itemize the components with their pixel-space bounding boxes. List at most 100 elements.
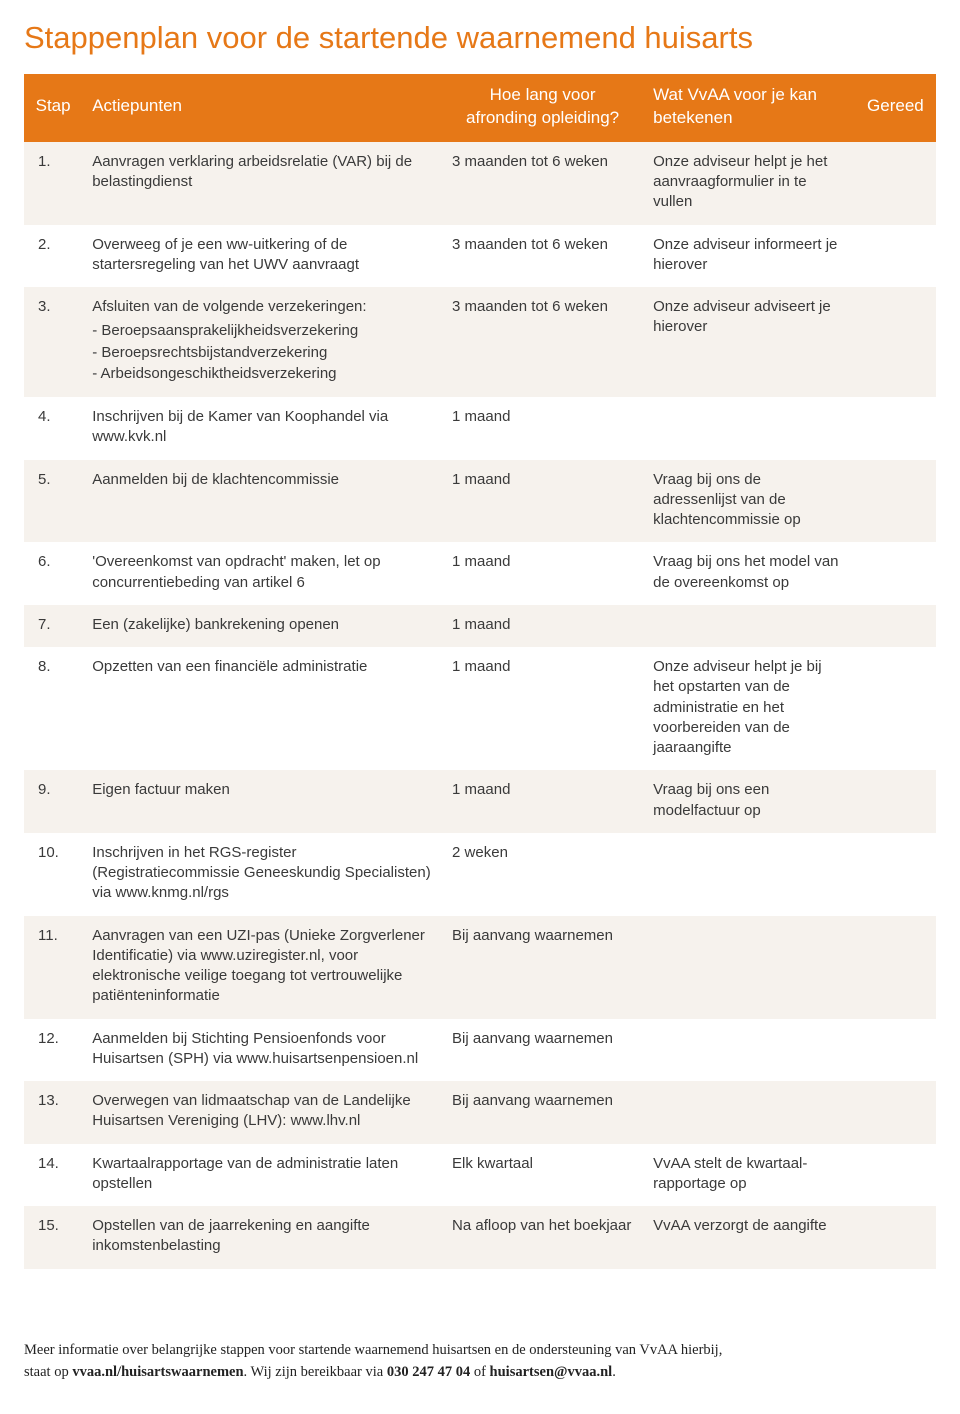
- col-vvaa: Wat VvAA voor je kan betekenen: [643, 74, 855, 142]
- cell-actie: Eigen factuur maken: [82, 770, 442, 833]
- cell-timing: Bij aanvang waarnemen: [442, 916, 643, 1019]
- cell-actie: Aanmelden bij de klachtencommissie: [82, 460, 442, 543]
- cell-vvaa: Onze adviseur helpt je bij het opstarten…: [643, 647, 855, 770]
- cell-actie: Aanvragen verklaring arbeidsrelatie (VAR…: [82, 142, 442, 225]
- cell-gereed: [855, 770, 936, 833]
- cell-stap: 11.: [24, 916, 82, 1019]
- cell-timing: Bij aanvang waarnemen: [442, 1019, 643, 1082]
- table-row: 14.Kwartaalrapportage van de administrat…: [24, 1144, 936, 1207]
- cell-gereed: [855, 647, 936, 770]
- cell-vvaa: Vraag bij ons het model van de overeenko…: [643, 542, 855, 605]
- footer-line2e: of: [470, 1364, 489, 1380]
- cell-timing: 1 maand: [442, 542, 643, 605]
- cell-actie: Aanvragen van een UZI-pas (Unieke Zorgve…: [82, 916, 442, 1019]
- cell-actie: Aanmelden bij Stichting Pensioenfonds vo…: [82, 1019, 442, 1082]
- cell-actie: Opstellen van de jaarrekening en aangift…: [82, 1206, 442, 1269]
- footer-line2a: staat op: [24, 1364, 72, 1380]
- table-row: 13.Overwegen van lidmaatschap van de Lan…: [24, 1081, 936, 1144]
- footer-phone: 030 247 47 04: [387, 1364, 470, 1380]
- cell-gereed: [855, 225, 936, 288]
- cell-gereed: [855, 605, 936, 647]
- cell-timing: 3 maanden tot 6 weken: [442, 142, 643, 225]
- cell-vvaa: [643, 833, 855, 916]
- cell-actie: Een (zakelijke) bankrekening openen: [82, 605, 442, 647]
- footer-email: huisartsen@vvaa.nl: [490, 1364, 613, 1380]
- cell-timing: Na afloop van het boekjaar: [442, 1206, 643, 1269]
- table-row: 1.Aanvragen verklaring arbeidsrelatie (V…: [24, 142, 936, 225]
- cell-actie: Inschrijven in het RGS-register (Registr…: [82, 833, 442, 916]
- action-sublist-item: Beroepsaansprakelijkheidsverzekering: [92, 321, 432, 341]
- footer-line2c: . Wij zijn bereikbaar via: [244, 1364, 387, 1380]
- cell-timing: Bij aanvang waarnemen: [442, 1081, 643, 1144]
- cell-timing: 1 maand: [442, 605, 643, 647]
- footer-text: Meer informatie over belangrijke stappen…: [24, 1339, 936, 1384]
- cell-vvaa: Vraag bij ons een modelfactuur op: [643, 770, 855, 833]
- cell-actie: 'Overeenkomst van opdracht' maken, let o…: [82, 542, 442, 605]
- cell-timing: 1 maand: [442, 460, 643, 543]
- cell-timing: 3 maanden tot 6 weken: [442, 287, 643, 397]
- footer-line2g: .: [612, 1364, 616, 1380]
- action-sublist-item: Beroepsrechtsbijstandverzekering: [92, 343, 432, 363]
- cell-actie: Inschrijven bij de Kamer van Koophandel …: [82, 397, 442, 460]
- cell-gereed: [855, 1019, 936, 1082]
- col-gereed: Gereed: [855, 74, 936, 142]
- cell-vvaa: Onze adviseur adviseert je hierover: [643, 287, 855, 397]
- cell-gereed: [855, 1144, 936, 1207]
- cell-stap: 2.: [24, 225, 82, 288]
- action-sublist: BeroepsaansprakelijkheidsverzekeringBero…: [92, 321, 432, 384]
- cell-stap: 10.: [24, 833, 82, 916]
- cell-stap: 14.: [24, 1144, 82, 1207]
- footer-line1: Meer informatie over belangrijke stappen…: [24, 1342, 722, 1358]
- cell-vvaa: [643, 1019, 855, 1082]
- cell-gereed: [855, 1206, 936, 1269]
- cell-stap: 5.: [24, 460, 82, 543]
- cell-vvaa: [643, 605, 855, 647]
- stappenplan-table: Stap Actiepunten Hoe lang voor afronding…: [24, 74, 936, 1269]
- cell-stap: 15.: [24, 1206, 82, 1269]
- table-row: 4.Inschrijven bij de Kamer van Koophande…: [24, 397, 936, 460]
- cell-actie: Kwartaalrapportage van de administratie …: [82, 1144, 442, 1207]
- cell-vvaa: VvAA verzorgt de aangifte: [643, 1206, 855, 1269]
- table-row: 3.Afsluiten van de volgende verzekeringe…: [24, 287, 936, 397]
- cell-gereed: [855, 542, 936, 605]
- cell-vvaa: [643, 916, 855, 1019]
- table-row: 12.Aanmelden bij Stichting Pensioenfonds…: [24, 1019, 936, 1082]
- cell-stap: 12.: [24, 1019, 82, 1082]
- table-row: 9.Eigen factuur maken1 maandVraag bij on…: [24, 770, 936, 833]
- cell-stap: 6.: [24, 542, 82, 605]
- cell-timing: Elk kwartaal: [442, 1144, 643, 1207]
- footer-url: vvaa.nl/huisartswaarnemen: [72, 1364, 243, 1380]
- cell-stap: 7.: [24, 605, 82, 647]
- col-stap: Stap: [24, 74, 82, 142]
- table-row: 5.Aanmelden bij de klachtencommissie1 ma…: [24, 460, 936, 543]
- cell-timing: 3 maanden tot 6 weken: [442, 225, 643, 288]
- cell-gereed: [855, 142, 936, 225]
- cell-stap: 13.: [24, 1081, 82, 1144]
- cell-stap: 3.: [24, 287, 82, 397]
- cell-gereed: [855, 287, 936, 397]
- table-row: 11.Aanvragen van een UZI-pas (Unieke Zor…: [24, 916, 936, 1019]
- action-sublist-item: Arbeidsongeschiktheidsverzekering: [92, 364, 432, 384]
- cell-vvaa: Onze adviseur helpt je het aanvraagformu…: [643, 142, 855, 225]
- cell-timing: 2 weken: [442, 833, 643, 916]
- cell-vvaa: [643, 1081, 855, 1144]
- table-row: 7.Een (zakelijke) bankrekening openen1 m…: [24, 605, 936, 647]
- col-timing: Hoe lang voor afronding opleiding?: [442, 74, 643, 142]
- cell-timing: 1 maand: [442, 397, 643, 460]
- table-row: 2.Overweeg of je een ww-uitkering of de …: [24, 225, 936, 288]
- cell-vvaa: Vraag bij ons de adressenlijst van de kl…: [643, 460, 855, 543]
- page-title: Stappenplan voor de startende waarnemend…: [24, 20, 936, 56]
- cell-vvaa: [643, 397, 855, 460]
- cell-vvaa: VvAA stelt de kwartaal­rapportage op: [643, 1144, 855, 1207]
- cell-actie: Overwegen van lidmaatschap van de Landel…: [82, 1081, 442, 1144]
- table-row: 8.Opzetten van een financiële administra…: [24, 647, 936, 770]
- table-header-row: Stap Actiepunten Hoe lang voor afronding…: [24, 74, 936, 142]
- cell-actie: Opzetten van een financiële administrati…: [82, 647, 442, 770]
- table-row: 15.Opstellen van de jaarrekening en aang…: [24, 1206, 936, 1269]
- cell-gereed: [855, 397, 936, 460]
- cell-stap: 4.: [24, 397, 82, 460]
- cell-gereed: [855, 833, 936, 916]
- cell-gereed: [855, 916, 936, 1019]
- cell-timing: 1 maand: [442, 647, 643, 770]
- cell-gereed: [855, 460, 936, 543]
